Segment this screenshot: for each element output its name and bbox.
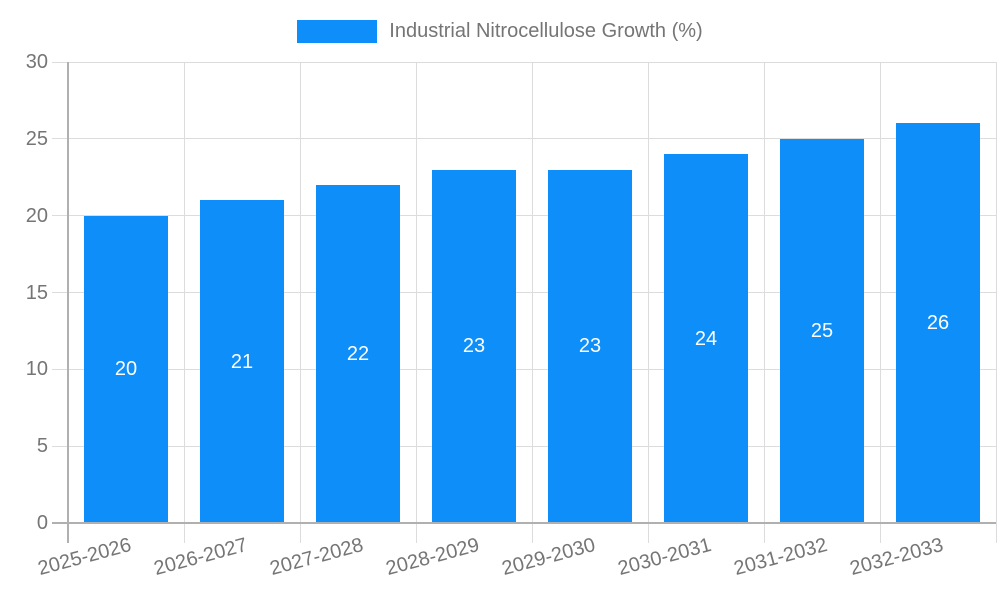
bar[interactable] bbox=[432, 169, 516, 523]
legend-label: Industrial Nitrocellulose Growth (%) bbox=[389, 20, 703, 42]
x-axis-line bbox=[52, 522, 996, 524]
legend-swatch-icon bbox=[297, 20, 378, 43]
horizontal-gridline bbox=[52, 138, 996, 140]
bar[interactable] bbox=[200, 200, 284, 523]
legend: Industrial Nitrocellulose Growth (%) bbox=[0, 20, 1000, 43]
y-axis-tick-label: 15 bbox=[25, 281, 48, 304]
bar[interactable] bbox=[84, 215, 168, 523]
bar-value-label: 21 bbox=[230, 350, 254, 373]
horizontal-gridline bbox=[52, 368, 996, 370]
horizontal-gridline bbox=[52, 61, 996, 63]
bar-value-label: 25 bbox=[810, 319, 834, 342]
bar-value-label: 22 bbox=[346, 342, 370, 365]
vertical-gridline bbox=[879, 62, 881, 543]
vertical-gridline bbox=[995, 62, 997, 543]
bar-value-label: 24 bbox=[694, 327, 718, 350]
bar-value-label: 23 bbox=[462, 335, 486, 358]
bar[interactable] bbox=[780, 138, 864, 523]
y-axis-tick-label: 5 bbox=[36, 435, 48, 458]
y-axis-tick-label: 20 bbox=[25, 204, 48, 227]
bar-value-label: 23 bbox=[578, 335, 602, 358]
horizontal-gridline bbox=[52, 215, 996, 217]
vertical-gridline bbox=[299, 62, 301, 543]
bar[interactable] bbox=[664, 154, 748, 523]
bar[interactable] bbox=[896, 123, 980, 523]
y-axis-tick-label: 10 bbox=[25, 358, 48, 381]
vertical-gridline bbox=[647, 62, 649, 543]
y-axis-tick-label: 25 bbox=[25, 127, 48, 150]
vertical-gridline bbox=[763, 62, 765, 543]
bar-value-label: 26 bbox=[926, 312, 950, 335]
horizontal-gridline bbox=[52, 445, 996, 447]
y-axis-tick-label: 0 bbox=[36, 512, 48, 534]
vertical-gridline bbox=[183, 62, 185, 543]
vertical-gridline bbox=[415, 62, 417, 543]
bar-value-label: 20 bbox=[114, 358, 138, 381]
bar[interactable] bbox=[548, 169, 632, 523]
vertical-gridline bbox=[531, 62, 533, 543]
y-axis-line bbox=[67, 62, 69, 543]
bar[interactable] bbox=[316, 184, 400, 523]
y-axis-tick-label: 30 bbox=[25, 51, 48, 73]
legend-item[interactable]: Industrial Nitrocellulose Growth (%) bbox=[297, 20, 703, 43]
horizontal-gridline bbox=[52, 292, 996, 293]
